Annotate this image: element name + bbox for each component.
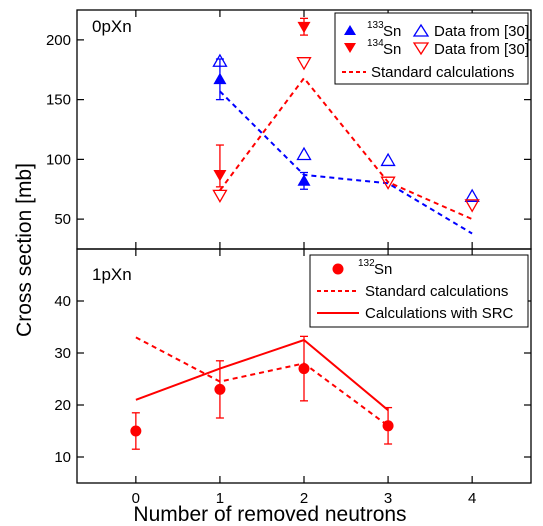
series-line [219, 76, 473, 221]
x-axis-title: Number of removed neutrons [133, 503, 406, 526]
y-tick-label: 10 [54, 449, 71, 466]
legend-134sn-data-ref: Data from [30] [434, 41, 529, 58]
legend-133sn-filled-triangle-icon [344, 25, 356, 35]
data-point-marker [212, 53, 228, 67]
legend-133sn-prefix: 133 [367, 20, 384, 31]
legend-132sn-label: Sn [374, 261, 392, 278]
axes-layer: 50 100 150 200 10 20 30 40 0 1 2 3 4 [46, 10, 531, 507]
data-point-marker [298, 363, 310, 375]
data-point-marker [464, 199, 480, 213]
legend-133sn-label: Sn [383, 23, 401, 40]
data-point-marker [464, 188, 480, 202]
y-tick-label: 100 [46, 151, 71, 168]
x-tick-label: 0 [132, 490, 140, 507]
legend-standard-label: Standard calculations [365, 283, 508, 300]
data-point-marker [212, 189, 228, 204]
x-tick-label: 2 [300, 490, 308, 507]
data-point-marker [214, 383, 226, 395]
data-point-marker [296, 146, 312, 161]
bottom-panel-label: 1pXn [92, 265, 132, 284]
series-line [219, 90, 473, 235]
top-panel-label: 0pXn [92, 17, 132, 36]
x-tick-label: 4 [468, 490, 476, 507]
y-tick-label: 20 [54, 397, 71, 414]
data-point-marker [213, 170, 227, 182]
y-axis-title: Cross section [mb] [13, 163, 36, 337]
legend-134sn-open-triangle-icon [412, 42, 430, 56]
legend-134sn-label: Sn [383, 41, 401, 58]
y-tick-label: 30 [54, 345, 71, 362]
y-tick-label: 50 [54, 211, 71, 228]
data-point-marker [296, 57, 312, 71]
data-point-marker [380, 176, 396, 190]
y-tick-label: 200 [46, 32, 71, 49]
x-tick-label: 3 [384, 490, 392, 507]
data-point-marker [213, 72, 227, 85]
data-point-marker [380, 152, 396, 167]
legend-134sn-filled-triangle-icon [344, 43, 356, 53]
y-tick-label: 40 [54, 293, 71, 310]
legend-standard-label: Standard calculations [371, 64, 514, 81]
legend-src-label: Calculations with SRC [365, 305, 514, 322]
data-point-marker [297, 21, 311, 34]
top-legend-box [334, 12, 529, 85]
top-plot-area [212, 17, 480, 235]
series-line [135, 336, 389, 427]
y-tick-label: 150 [46, 92, 71, 109]
bottom-plot-area [130, 335, 394, 450]
data-point-marker [382, 420, 394, 432]
legend-133sn-open-triangle-icon [412, 23, 430, 37]
bottom-legend: 132 Sn Standard calculations Calculation… [309, 254, 529, 328]
legend-132sn-prefix: 132 [358, 258, 375, 269]
bottom-legend-box [309, 254, 529, 328]
data-point-marker [130, 425, 142, 437]
legend-133sn-data-ref: Data from [30] [434, 23, 529, 40]
top-legend: 133 Sn Data from [30] 134 Sn Data from [… [334, 12, 529, 85]
data-point-marker [297, 174, 311, 186]
series-line [135, 338, 389, 411]
x-tick-label: 1 [216, 490, 224, 507]
legend-132sn-circle-icon [332, 263, 344, 275]
legend-134sn-prefix: 134 [367, 38, 384, 49]
